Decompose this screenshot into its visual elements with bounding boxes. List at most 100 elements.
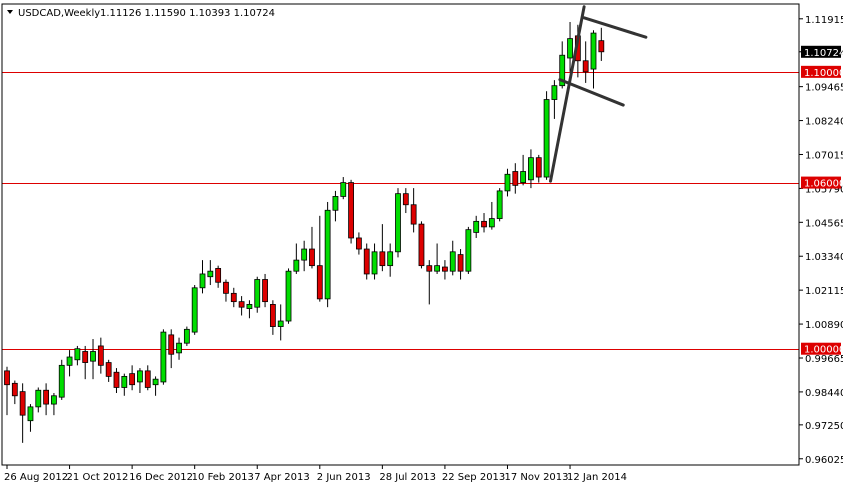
candle-body: [97, 345, 104, 366]
candle: [465, 226, 472, 274]
candle-body: [387, 251, 394, 267]
candle: [215, 265, 222, 288]
candle: [340, 177, 347, 200]
candle-body: [27, 406, 34, 422]
candle-body: [379, 251, 386, 267]
candle-body: [285, 270, 292, 322]
y-tick-label: 1.00890: [805, 320, 843, 331]
level-label: 1.06000: [801, 176, 843, 190]
level-label: 1.00000: [801, 342, 843, 356]
candle-body: [371, 251, 378, 275]
candle-body: [316, 265, 323, 300]
x-tick-label: 26 Aug 2012: [4, 472, 68, 483]
candle-body: [293, 259, 300, 272]
current-price-text: 1.10724: [804, 48, 843, 59]
candle: [43, 383, 49, 416]
candle: [82, 345, 89, 380]
candle-body: [160, 331, 167, 383]
candle-body: [223, 281, 229, 294]
candle-body: [512, 171, 519, 186]
candle: [481, 213, 487, 233]
level-label-text: 1.10000: [804, 68, 843, 79]
candle: [363, 243, 370, 280]
candle-body: [58, 364, 65, 398]
candle: [191, 285, 198, 335]
candle-body: [504, 173, 511, 192]
current-price-label: 1.10724: [801, 45, 843, 59]
candle-body: [230, 292, 237, 303]
candle-body: [449, 251, 456, 272]
candle-body: [90, 351, 96, 362]
candle: [129, 365, 136, 391]
candle-body: [262, 279, 268, 303]
candle: [254, 276, 261, 313]
candle: [168, 329, 175, 369]
candle-body: [324, 209, 331, 300]
trendlines: [548, 5, 648, 183]
candle-body: [332, 196, 339, 211]
candle-body: [590, 32, 597, 70]
candle-body: [19, 391, 26, 416]
level-label-bg: [801, 342, 841, 355]
candle: [51, 393, 57, 416]
x-tick-label: 12 Jan 2014: [567, 472, 627, 483]
level-label-text: 1.00000: [804, 345, 843, 356]
candle: [348, 179, 354, 244]
candle-body: [43, 389, 49, 405]
candle-body: [473, 220, 480, 233]
level-label-bg: [801, 176, 841, 189]
level-label-text: 1.06000: [804, 179, 843, 190]
candle-body: [434, 265, 441, 272]
y-tick-label: 1.09465: [805, 83, 843, 94]
candle: [598, 27, 605, 61]
candle-body: [363, 248, 370, 275]
candle: [332, 190, 339, 222]
candle: [488, 201, 495, 230]
candle-body: [129, 373, 136, 386]
candle: [535, 154, 542, 183]
candle-body: [348, 182, 354, 239]
candle: [74, 345, 81, 366]
candle: [19, 383, 26, 443]
y-tick-label: 1.03340: [805, 252, 843, 263]
level-label-bg: [801, 65, 841, 78]
y-tick-label: 0.97250: [805, 421, 843, 432]
candle-body: [121, 375, 128, 388]
candle-body: [465, 229, 472, 272]
candle: [355, 232, 362, 255]
candle-body: [105, 362, 112, 377]
candle-body: [426, 265, 433, 272]
y-tick-label: 1.07015: [805, 150, 843, 161]
candle-body: [35, 389, 42, 408]
trendline-1: [582, 16, 648, 39]
candle-body: [4, 370, 10, 386]
candle-body: [418, 223, 425, 267]
x-tick-label: 7 Apr 2013: [254, 472, 309, 483]
candle-body: [528, 157, 534, 181]
candle-body: [582, 60, 589, 73]
candle: [567, 21, 573, 72]
candle-body: [168, 334, 175, 355]
candle-body: [207, 270, 214, 278]
candle: [442, 260, 448, 280]
candle-body: [496, 190, 503, 219]
y-tick-label: 0.98440: [805, 388, 843, 399]
candle: [520, 154, 527, 186]
candle: [113, 368, 120, 394]
candle: [512, 163, 519, 194]
y-tick-label: 1.04565: [805, 218, 843, 229]
candle: [269, 300, 276, 335]
candle: [160, 329, 167, 385]
candle-body: [74, 348, 81, 361]
candle: [457, 249, 464, 280]
dropdown-arrow-icon[interactable]: [7, 10, 13, 14]
candle: [66, 350, 73, 377]
candle-body: [82, 351, 89, 363]
candle: [27, 404, 34, 432]
candle: [230, 287, 237, 308]
candle: [402, 188, 409, 214]
candle-body: [559, 54, 566, 87]
candle: [379, 224, 386, 272]
candle: [183, 326, 190, 346]
